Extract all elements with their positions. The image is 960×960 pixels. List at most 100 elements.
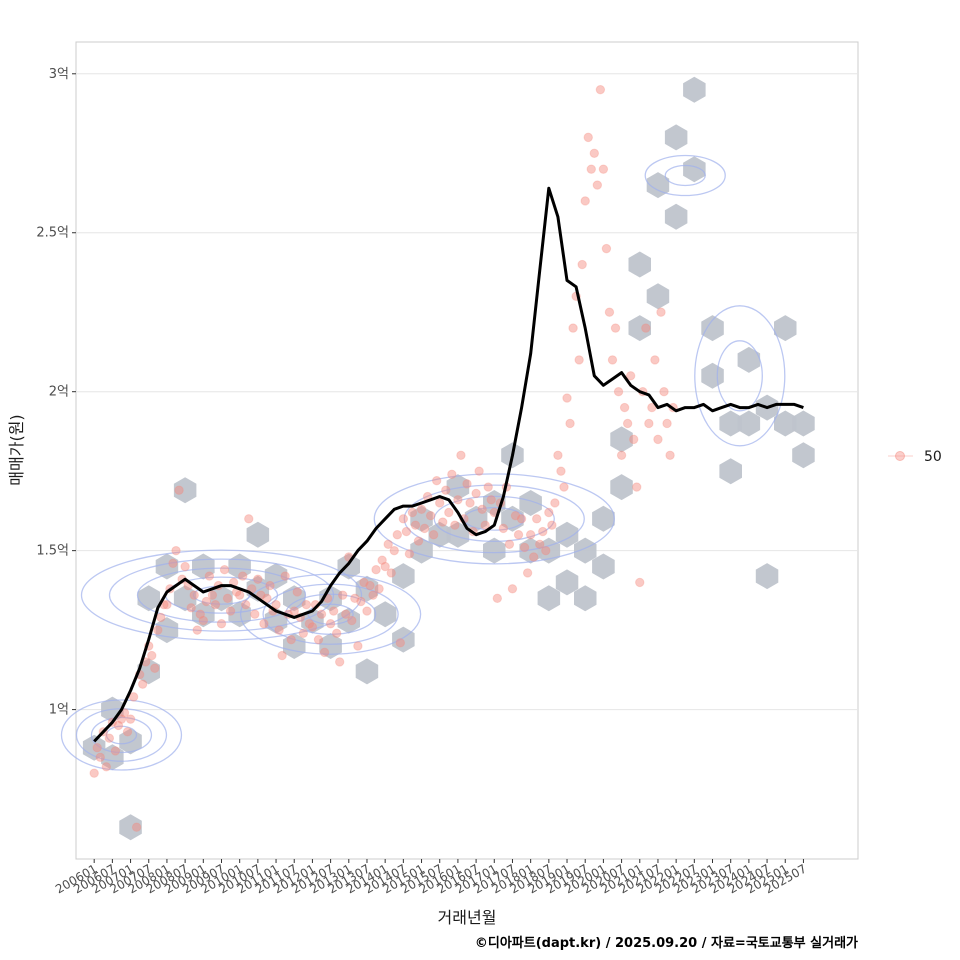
data-point: [101, 762, 112, 772]
data-point: [598, 164, 609, 174]
density-contour: [307, 603, 354, 625]
data-point: [619, 402, 630, 413]
data-point: [532, 514, 542, 524]
data-point: [395, 638, 406, 648]
y-tick-label: 2.5억: [36, 226, 69, 241]
data-point: [171, 545, 181, 556]
hexbin: [701, 315, 724, 342]
y-tick-label: 3억: [49, 67, 69, 82]
data-point: [577, 259, 587, 270]
density-contour: [136, 567, 307, 623]
data-point: [607, 355, 618, 365]
data-point: [622, 418, 633, 429]
data-point: [180, 561, 190, 572]
hexbin: [373, 601, 397, 628]
data-point: [380, 561, 390, 572]
data-point: [516, 514, 527, 524]
x-axis-title: 거래년월: [438, 908, 497, 927]
data-point: [304, 619, 315, 629]
hexbin: [410, 505, 433, 532]
hexbin: [137, 658, 160, 685]
data-point: [544, 507, 554, 518]
data-point: [122, 727, 133, 737]
data-point: [574, 355, 584, 365]
hexbin: [119, 814, 142, 841]
data-point: [92, 743, 102, 753]
data-point: [341, 609, 351, 619]
density-contour: [373, 473, 615, 565]
hexbin: [173, 585, 197, 612]
hexbin: [574, 537, 597, 564]
data-point: [368, 590, 378, 600]
data-point: [425, 510, 436, 521]
data-point: [198, 615, 209, 626]
data-point: [565, 418, 575, 429]
data-point: [586, 164, 596, 174]
data-point: [371, 565, 381, 575]
density-contours: [60, 154, 786, 771]
data-point: [150, 663, 160, 673]
data-point: [186, 603, 196, 613]
data-point: [162, 599, 172, 610]
data-point: [407, 507, 418, 518]
hexbin: [555, 569, 579, 596]
data-point: [289, 606, 299, 616]
x-axis: 2006012006072007012007072008012008072009…: [53, 859, 809, 897]
data-point: [210, 599, 221, 610]
data-point: [225, 606, 236, 616]
data-point: [128, 692, 139, 702]
hexbin: [210, 585, 233, 612]
data-point: [465, 498, 475, 508]
data-point: [195, 609, 205, 619]
data-point: [325, 619, 336, 629]
data-point: [583, 132, 593, 143]
hexbin: [592, 505, 615, 532]
data-point: [392, 530, 402, 540]
data-point: [528, 552, 539, 562]
y-axis-title: 매매가(원): [7, 414, 26, 485]
hexbin: [628, 251, 651, 278]
plot-panel: [75, 41, 859, 860]
data-point: [153, 625, 163, 635]
hexbin: [664, 124, 688, 151]
data-point: [444, 507, 454, 518]
data-point: [316, 609, 327, 619]
hexbin: [246, 521, 270, 548]
hexbin: [737, 346, 761, 373]
hexbin: [319, 633, 342, 659]
data-point: [313, 634, 324, 645]
data-point: [604, 307, 615, 317]
data-point: [156, 612, 166, 623]
data-point: [374, 584, 384, 594]
data-point: [377, 555, 387, 565]
data-point: [431, 476, 442, 486]
data-point: [95, 752, 105, 762]
data-point: [592, 180, 603, 190]
hexbin: [610, 426, 633, 453]
data-point: [116, 714, 127, 724]
data-point: [456, 450, 466, 460]
density-contour: [80, 549, 363, 641]
data-point: [553, 450, 563, 460]
hexbin: [519, 490, 542, 516]
data-point: [271, 599, 281, 610]
data-point: [356, 596, 366, 607]
data-point: [486, 495, 496, 505]
data-point: [477, 504, 487, 515]
data-point: [222, 593, 233, 604]
data-point: [104, 733, 115, 743]
data-point: [462, 479, 472, 489]
data-point: [207, 590, 218, 600]
hexbin: [173, 477, 197, 504]
data-point: [507, 584, 518, 594]
y-tick-label: 2억: [49, 385, 69, 400]
data-point: [137, 679, 148, 689]
y-tick-label: 1억: [49, 703, 69, 718]
hexbin: [264, 563, 288, 590]
hexbin: [519, 537, 542, 564]
data-point: [447, 469, 457, 480]
data-point: [353, 641, 363, 651]
hexbin: [774, 410, 797, 437]
data-point: [338, 590, 348, 600]
